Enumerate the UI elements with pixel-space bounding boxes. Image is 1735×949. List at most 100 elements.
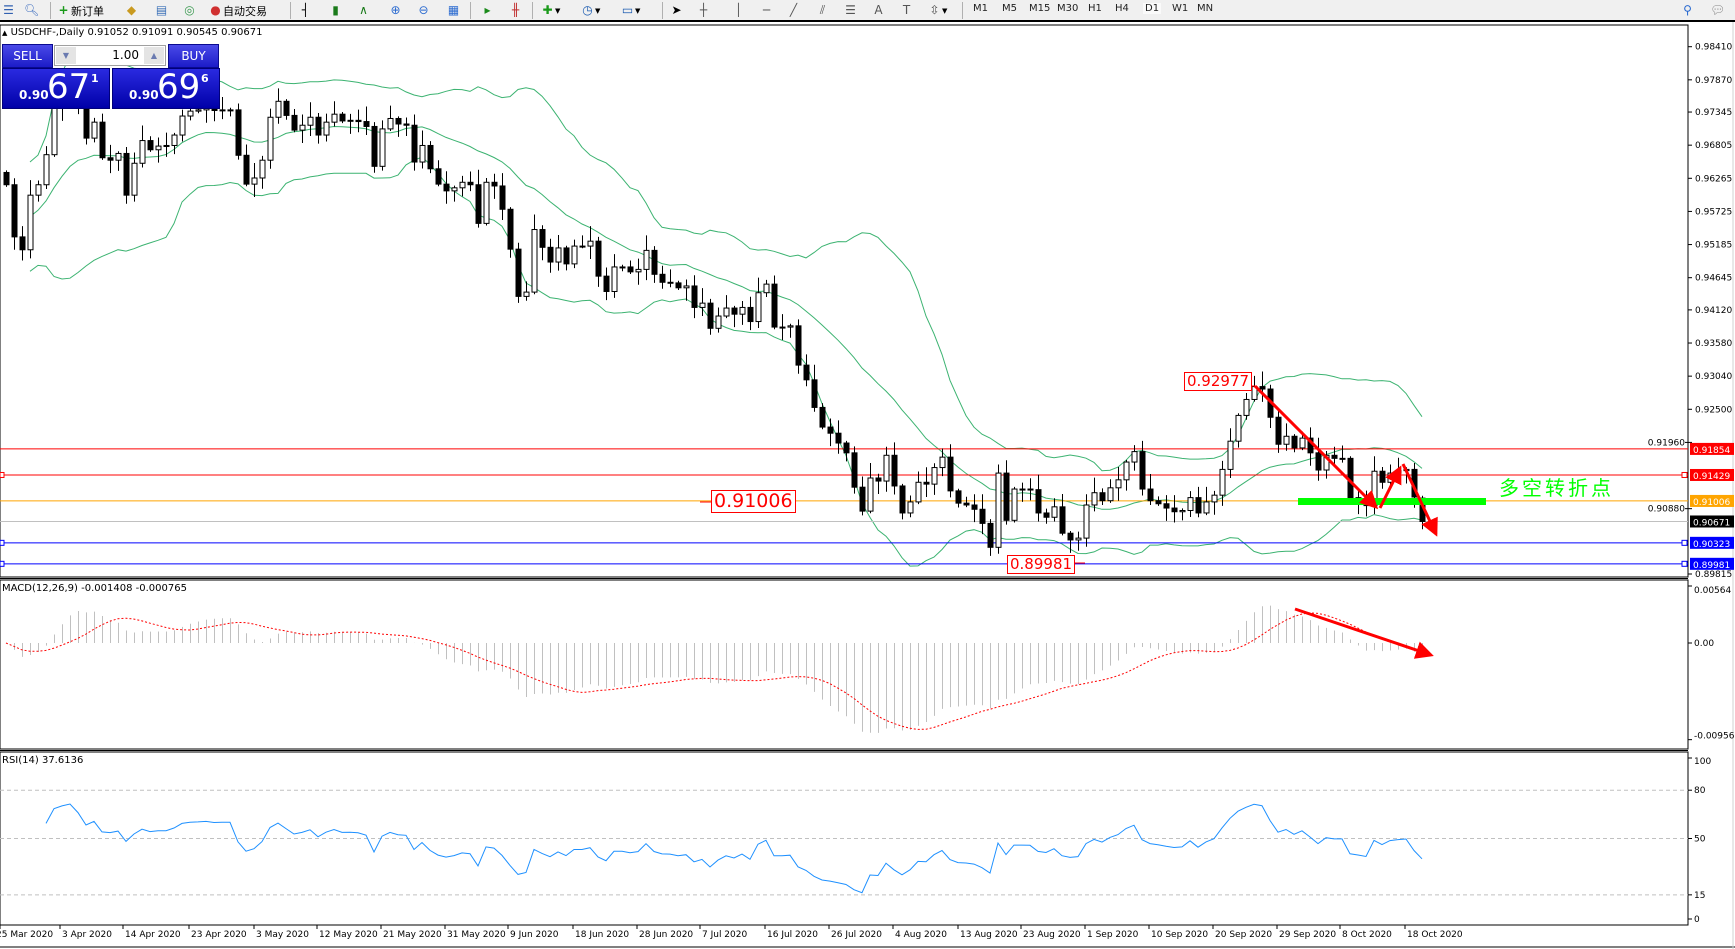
candle [603,267,610,301]
timeframe-h1[interactable]: H1 [1088,3,1102,14]
macd-signal-line [5,612,1423,730]
bear-candle-body [83,105,90,139]
lot-increase-icon[interactable]: ▲ [144,47,164,64]
horizontal-line-icon[interactable]: ─ [762,3,771,17]
sell-button[interactable]: SELL [2,44,53,68]
candle [763,279,770,298]
candle [1195,486,1202,518]
pivot-price-label[interactable]: 0.91006 [711,490,796,513]
tile-windows-icon[interactable]: ▦ [447,3,460,17]
bear-candle-body [1331,454,1338,459]
symbol-header: ▲ USDCHF-,Daily 0.91052 0.91091 0.90545 … [2,27,262,38]
fibonacci-icon[interactable]: ☰ [845,3,856,17]
candle [563,245,570,271]
date-label: 31 May 2020 [447,930,506,940]
date-label: 23 Aug 2020 [1023,930,1081,940]
candle [227,107,234,117]
buy-price-button[interactable]: 0.90 69 6 [112,67,220,109]
sell-price-button[interactable]: 0.90 67 1 [2,67,110,109]
candle [827,418,834,447]
collapse-triangle-icon[interactable]: ▲ [2,29,8,37]
candle [787,323,794,338]
candle [1011,486,1018,523]
text-icon[interactable]: A [874,3,883,17]
candle [379,120,386,171]
macd-tick-label: -0.009565 [1694,732,1735,742]
indicators-icon[interactable]: ✚ ▼ [542,3,561,17]
bear-candle-body [963,502,970,506]
auto-trading-button[interactable]: ● 自动交易 [208,2,267,19]
candle [243,144,250,187]
trendline-icon[interactable]: ╱ [789,3,798,17]
candle [899,483,906,520]
navigator-magnifier-icon[interactable]: 🔍︎ [24,3,40,17]
candle [1035,474,1042,522]
timeframe-m30[interactable]: M30 [1057,3,1079,14]
autoscroll-icon[interactable]: ╫ [511,3,520,17]
candle [507,207,514,258]
server-icon[interactable]: ▤ [155,3,168,17]
zoom-out-icon[interactable]: ⊖ [418,3,429,17]
arrows-icon[interactable]: ⇳ ▼ [929,3,948,17]
templates-icon[interactable]: ▭ ▼ [621,3,641,17]
timeframe-w1[interactable]: W1 [1172,3,1189,14]
candlestick-icon[interactable]: ▮ [332,3,339,17]
bull-candle-body [1243,398,1250,416]
bull-candle-body [739,306,746,315]
high-price-label[interactable]: 0.92977 [1184,372,1253,391]
zoom-in-icon[interactable]: ⊕ [390,3,401,17]
bear-candle-body [747,306,754,323]
timeframe-m15[interactable]: M15 [1029,3,1051,14]
candle [43,146,50,190]
bull-candle-body [1323,454,1330,471]
lot-size-input[interactable]: 1.00 [112,48,139,62]
equidistant-channel-icon[interactable]: ⫽ [819,3,826,17]
timeframe-m5[interactable]: M5 [1002,3,1017,14]
chart-shift-icon[interactable]: ▸ [484,3,491,17]
timeframe-d1[interactable]: D1 [1143,3,1162,14]
periods-icon[interactable]: ◷ ▼ [582,3,601,17]
candle [915,471,922,505]
candle [163,132,170,157]
chat-icon[interactable]: 💬︎ [1710,3,1726,17]
search-icon[interactable]: ⚲ [1683,3,1692,17]
sell-price-prefix: 0.90 [19,88,49,102]
lot-decrease-icon[interactable]: ▼ [56,47,76,64]
line-chart-icon[interactable]: ∧ [359,3,368,17]
candle [1043,508,1050,524]
date-label: 26 Jul 2020 [831,930,882,940]
bar-chart-icon[interactable]: ┤ [301,3,310,17]
cursor-icon[interactable]: ➤ [671,3,682,17]
date-label: 28 Jun 2020 [639,930,693,940]
date-label: 7 Jul 2020 [702,930,747,940]
signal-icon[interactable]: ◎ [184,3,195,17]
timeframe-h4[interactable]: H4 [1115,3,1129,14]
candle [987,519,994,556]
crosshair-icon[interactable]: ┼ [699,3,708,17]
price-tick-label: 0.94120 [1695,306,1732,316]
list-icon[interactable]: ☰ [3,3,14,17]
bear-candle-body [363,121,370,127]
gold-icon[interactable]: ◆ [126,3,137,17]
bear-candle-body [1035,489,1042,514]
timeframe-m1[interactable]: M1 [973,3,988,14]
candle [867,462,874,514]
bull-candle-body [27,194,34,251]
price-tick-label: 0.95725 [1695,207,1732,217]
candle [235,103,242,160]
vertical-line-icon[interactable]: │ [734,3,743,17]
price-tick-label: 0.91960 [1648,438,1685,448]
bull-bear-pivot-text[interactable]: 多空转折点 [1499,476,1614,500]
timeframe-mn[interactable]: MN [1197,3,1214,14]
low-price-label[interactable]: 0.89981 [1007,555,1076,574]
bull-candle-body [1211,494,1218,503]
candle [1283,423,1290,451]
new-order-button[interactable]: + 新订单 [56,2,104,19]
lot-size-stepper[interactable]: ▼ 1.00 ▲ [54,45,166,66]
text-label-icon[interactable]: T [902,3,911,17]
bear-candle-body [291,114,298,131]
date-label: 3 May 2020 [256,930,309,940]
candle [739,300,746,325]
buy-button[interactable]: BUY [168,44,219,68]
